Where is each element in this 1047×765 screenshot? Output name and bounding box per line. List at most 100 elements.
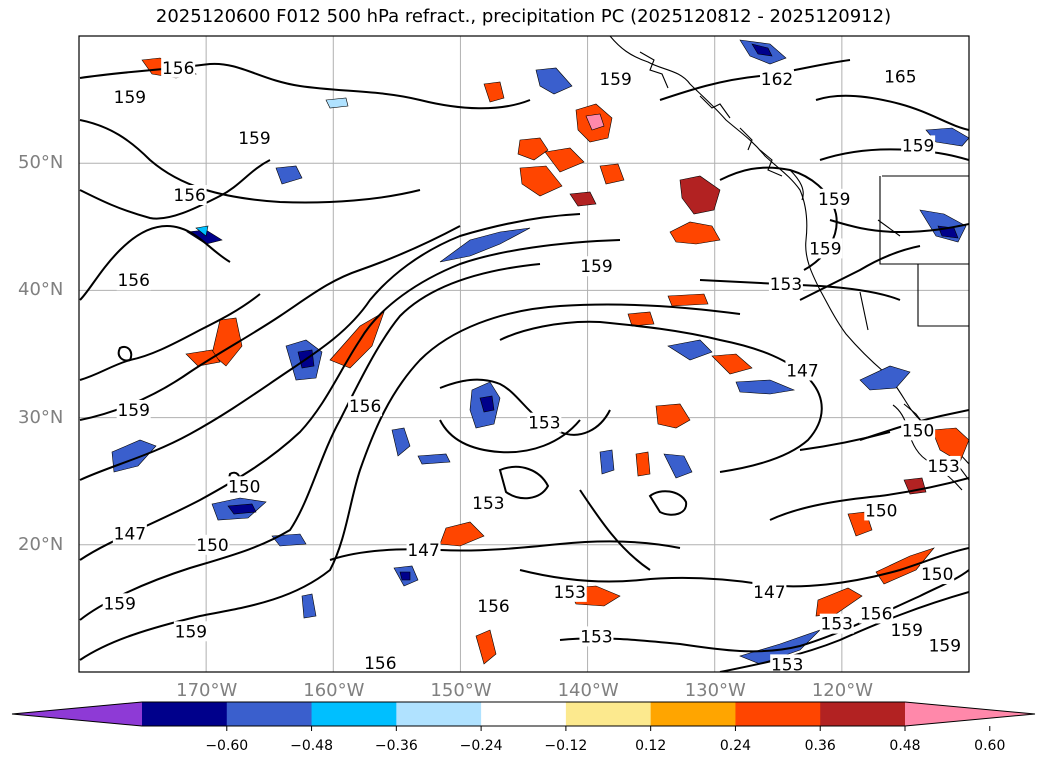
contour-label-bg: [227, 476, 262, 497]
contour-label-bg: [768, 274, 803, 295]
contour-label: 150: [921, 565, 953, 585]
colorbar-segment: [735, 702, 821, 726]
contour-label: 147: [114, 524, 146, 544]
contour-label: 159: [114, 88, 146, 108]
colorbar-segment: [226, 702, 313, 726]
contour-label-bg: [770, 654, 805, 672]
contour-label: 162: [761, 70, 793, 90]
lon-label: 170°W: [176, 680, 238, 701]
lat-label: 40°N: [18, 279, 64, 301]
colorbar-tick-label: −0.24: [459, 738, 503, 754]
contour-label: 159: [890, 621, 922, 641]
contour-label-bg: [752, 581, 787, 602]
contour-label-bg: [195, 534, 230, 555]
contour-label-bg: [161, 57, 196, 78]
colorbar-extend-high: [905, 702, 1035, 726]
colorbar-tick-label: 0.24: [719, 738, 752, 754]
colorbar-outline: [11, 701, 1036, 727]
contour-label: 159: [580, 257, 612, 277]
contour-label: 153: [821, 615, 853, 635]
contour-label: 147: [407, 541, 439, 561]
coastline: [609, 36, 969, 491]
colorbar-tick-label: −0.48: [290, 738, 333, 754]
lat-label: 30°N: [18, 406, 64, 428]
contour-label: 153: [771, 655, 803, 675]
contour-label-bg: [819, 613, 854, 634]
contour-label-bg: [112, 523, 147, 544]
contour-label: 159: [175, 622, 207, 642]
contour-label: 156: [173, 186, 205, 206]
contour-label-bg: [476, 595, 511, 616]
contour-label-bg: [173, 621, 208, 642]
contour-label-bg: [883, 66, 918, 87]
colorbar: [11, 701, 1036, 731]
contour-label: 153: [770, 275, 802, 295]
contour-label-bg: [598, 69, 633, 90]
contour-label: 159: [902, 136, 934, 156]
colorbar-tick-label: −0.12: [544, 738, 588, 754]
contour-label: 150: [196, 536, 228, 556]
contour-label-bg: [785, 360, 820, 381]
colorbar-tick-label: 0.48: [889, 738, 921, 754]
colorbar-extend-low: [12, 702, 142, 726]
contour-label-bg: [363, 653, 398, 672]
contour-label: 153: [528, 414, 560, 434]
contour-label: 159: [238, 129, 270, 149]
contour-label: 159: [809, 239, 841, 259]
map-frame: [78, 35, 970, 673]
lon-label: 120°W: [811, 680, 873, 701]
contour-label-bg: [901, 420, 936, 441]
colorbar-segment: [820, 702, 906, 726]
colorbar-segment: [142, 702, 228, 726]
contour-label-bg: [760, 69, 795, 90]
contour-label-bg: [102, 593, 137, 614]
contour-label: 153: [554, 583, 586, 603]
contour-label-bg: [527, 412, 562, 433]
contour-label-bg: [808, 238, 843, 259]
contour-label-bg: [889, 620, 924, 641]
lon-label: 140°W: [557, 680, 619, 701]
contour-label: 156: [117, 271, 149, 291]
contour-label: 147: [786, 362, 818, 382]
colorbar-tick-label: −0.36: [374, 738, 418, 754]
contour-label-bg: [116, 270, 151, 291]
contour-label-bg: [579, 626, 614, 647]
contour-label: 159: [599, 70, 631, 90]
contour-label: 159: [117, 401, 149, 421]
contour-label: 156: [162, 59, 194, 79]
colorbar-tick-label: 0.36: [804, 738, 836, 754]
contour-label-bg: [920, 564, 955, 585]
contour-label: 153: [472, 494, 504, 514]
lat-label: 50°N: [18, 152, 64, 174]
chart-title: 2025120600 F012 500 hPa refract., precip…: [155, 6, 892, 27]
contour-label-bg: [172, 185, 207, 205]
contour-label-bg: [926, 455, 961, 476]
contour-label-bg: [112, 87, 147, 108]
colorbar-segment: [481, 702, 567, 726]
lon-label: 130°W: [684, 680, 746, 701]
contour-label: 156: [477, 597, 509, 617]
contour-label: 156: [364, 654, 396, 674]
contour-label-bg: [552, 581, 587, 602]
contour-label: 150: [902, 421, 934, 441]
colorbar-segment: [565, 702, 652, 726]
contour-label-bg: [348, 396, 383, 417]
lon-label: 150°W: [430, 680, 492, 701]
colorbar-tick-label: −0.60: [205, 738, 249, 754]
contour-label: 159: [818, 190, 850, 210]
contour-label: 153: [927, 457, 959, 477]
contour-label-bg: [406, 539, 441, 560]
contour-label: 156: [860, 604, 892, 624]
contour-label-bg: [116, 399, 151, 420]
contour-label-bg: [864, 500, 899, 521]
contour-label-bg: [901, 135, 936, 156]
colorbar-tick-label: 0.60: [974, 738, 1006, 754]
contour-label-bg: [859, 603, 894, 624]
contour-label: 147: [753, 583, 785, 603]
contour-label: 165: [884, 68, 916, 88]
colorbar-segment: [311, 702, 397, 726]
contour-label-bg: [471, 492, 506, 513]
contour-label: 150: [865, 501, 897, 521]
contour-label-bg: [927, 635, 962, 656]
